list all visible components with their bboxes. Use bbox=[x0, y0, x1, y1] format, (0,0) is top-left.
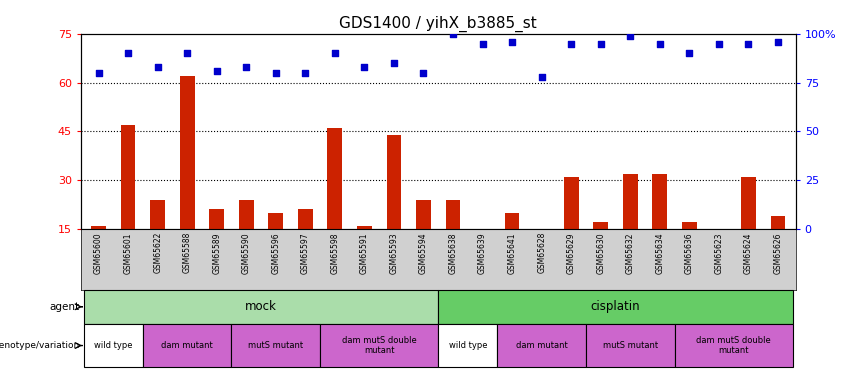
Bar bbox=[151, 200, 165, 229]
Bar bbox=[231, 324, 320, 368]
Point bbox=[239, 64, 253, 70]
Bar bbox=[416, 200, 431, 229]
Point bbox=[387, 60, 401, 66]
Text: GSM65600: GSM65600 bbox=[94, 232, 103, 274]
Bar bbox=[298, 210, 312, 229]
Point bbox=[741, 40, 755, 46]
Text: mutS mutant: mutS mutant bbox=[603, 341, 658, 350]
Point bbox=[476, 40, 489, 46]
Point bbox=[92, 70, 106, 76]
Text: GSM65596: GSM65596 bbox=[271, 232, 280, 274]
Text: GSM65589: GSM65589 bbox=[212, 232, 221, 273]
Point bbox=[122, 50, 135, 56]
Text: mutS mutant: mutS mutant bbox=[248, 341, 303, 350]
Point bbox=[624, 33, 637, 39]
Bar bbox=[564, 177, 579, 229]
Bar bbox=[83, 290, 438, 324]
Text: dam mutant: dam mutant bbox=[516, 341, 568, 350]
Text: mock: mock bbox=[245, 300, 277, 313]
Bar bbox=[121, 125, 135, 229]
Bar bbox=[180, 76, 195, 229]
Text: GSM65601: GSM65601 bbox=[123, 232, 133, 273]
Text: GSM65630: GSM65630 bbox=[597, 232, 605, 274]
Point bbox=[771, 39, 785, 45]
Text: wild type: wild type bbox=[94, 341, 133, 350]
Point bbox=[210, 68, 224, 74]
Bar bbox=[143, 324, 231, 368]
Text: GSM65597: GSM65597 bbox=[301, 232, 310, 274]
Bar bbox=[83, 324, 143, 368]
Bar bbox=[446, 200, 460, 229]
Bar bbox=[770, 216, 785, 229]
Text: dam mutS double
mutant: dam mutS double mutant bbox=[342, 336, 416, 355]
Text: GSM65591: GSM65591 bbox=[360, 232, 369, 273]
Point bbox=[417, 70, 431, 76]
Text: GSM65588: GSM65588 bbox=[183, 232, 191, 273]
Point bbox=[594, 40, 608, 46]
Point bbox=[653, 40, 666, 46]
Text: GSM65598: GSM65598 bbox=[330, 232, 340, 273]
Text: GSM65641: GSM65641 bbox=[507, 232, 517, 273]
Text: GSM65638: GSM65638 bbox=[448, 232, 458, 273]
Point bbox=[151, 64, 164, 70]
Text: GSM65623: GSM65623 bbox=[714, 232, 723, 273]
Bar bbox=[586, 324, 675, 368]
Point bbox=[357, 64, 371, 70]
Bar bbox=[682, 222, 697, 229]
Text: GSM65634: GSM65634 bbox=[655, 232, 665, 274]
Text: GSM65593: GSM65593 bbox=[390, 232, 398, 274]
Text: dam mutant: dam mutant bbox=[162, 341, 213, 350]
Text: wild type: wild type bbox=[448, 341, 487, 350]
Point bbox=[299, 70, 312, 76]
Point bbox=[534, 74, 548, 80]
Bar bbox=[209, 210, 224, 229]
Bar bbox=[438, 324, 497, 368]
Text: GSM65636: GSM65636 bbox=[685, 232, 694, 274]
Text: GSM65626: GSM65626 bbox=[774, 232, 782, 273]
Point bbox=[269, 70, 283, 76]
Text: agent: agent bbox=[49, 302, 79, 312]
Bar bbox=[497, 324, 586, 368]
Title: GDS1400 / yihX_b3885_st: GDS1400 / yihX_b3885_st bbox=[340, 16, 537, 32]
Bar bbox=[653, 174, 667, 229]
Text: cisplatin: cisplatin bbox=[591, 300, 640, 313]
Point bbox=[328, 50, 342, 56]
Text: GSM65594: GSM65594 bbox=[419, 232, 428, 274]
Point bbox=[564, 40, 578, 46]
Bar bbox=[623, 174, 637, 229]
Bar bbox=[320, 324, 438, 368]
Text: genotype/variation: genotype/variation bbox=[0, 341, 79, 350]
Bar bbox=[357, 226, 372, 229]
Text: GSM65624: GSM65624 bbox=[744, 232, 753, 273]
Bar bbox=[91, 226, 106, 229]
Point bbox=[712, 40, 726, 46]
Text: GSM65590: GSM65590 bbox=[242, 232, 251, 274]
Point bbox=[505, 39, 519, 45]
Bar bbox=[239, 200, 254, 229]
Point bbox=[683, 50, 696, 56]
Point bbox=[180, 50, 194, 56]
Text: GSM65628: GSM65628 bbox=[537, 232, 546, 273]
Bar bbox=[328, 128, 342, 229]
Text: dam mutS double
mutant: dam mutS double mutant bbox=[696, 336, 771, 355]
Text: GSM65632: GSM65632 bbox=[625, 232, 635, 273]
Bar bbox=[438, 290, 793, 324]
Bar bbox=[675, 324, 793, 368]
Point bbox=[446, 31, 460, 37]
Text: GSM65629: GSM65629 bbox=[567, 232, 575, 273]
Bar bbox=[593, 222, 608, 229]
Bar bbox=[268, 213, 283, 229]
Bar bbox=[386, 135, 402, 229]
Text: GSM65639: GSM65639 bbox=[478, 232, 487, 274]
Text: GSM65622: GSM65622 bbox=[153, 232, 163, 273]
Bar bbox=[505, 213, 519, 229]
Bar bbox=[741, 177, 756, 229]
